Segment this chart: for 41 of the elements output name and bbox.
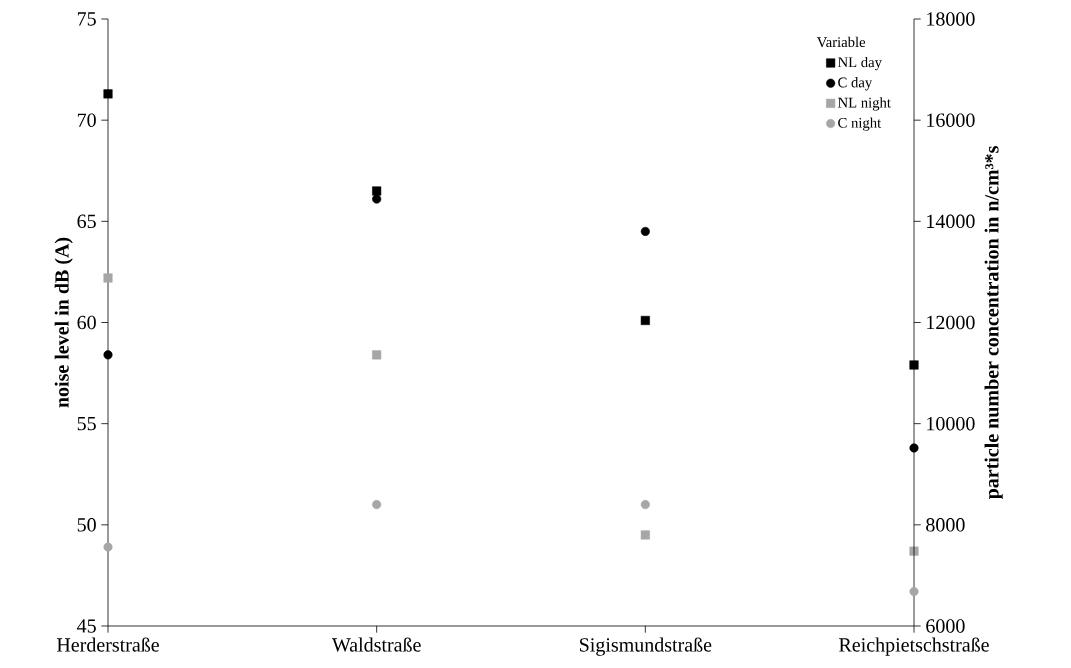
x-tick-label: Waldstraße	[331, 637, 421, 652]
point	[640, 500, 650, 510]
y-axis-title: noise level in dB (A)	[54, 237, 73, 408]
y-tick-label: 60	[77, 315, 96, 330]
point	[103, 273, 113, 283]
legend-label: C night	[838, 117, 882, 131]
y2-tick-label: 18000	[927, 12, 975, 26]
legend-label: NL night	[838, 97, 891, 111]
y-tick-label: 70	[77, 113, 96, 127]
point	[909, 546, 919, 556]
y2-tick-label: 8000	[926, 518, 965, 532]
y2-tick-label: 16000	[927, 113, 975, 127]
point	[372, 194, 382, 204]
point	[372, 186, 382, 196]
point	[909, 443, 919, 453]
legend-title: Variable	[816, 36, 866, 48]
y-tick-label: 45	[77, 619, 96, 633]
point	[640, 315, 650, 326]
y-tick-label: 75	[77, 12, 96, 26]
legend-label: C day	[838, 77, 873, 91]
y2-axis-title: particle number concentration in n/cm³*s	[984, 146, 1003, 500]
point	[372, 350, 382, 360]
point	[103, 350, 113, 360]
point	[103, 89, 113, 99]
point	[103, 542, 113, 552]
point	[909, 360, 919, 370]
y2-tick-label: 12000	[927, 315, 975, 330]
x-tick-label: Reichpietschstraße	[839, 637, 989, 656]
y-tick-label: 50	[77, 518, 96, 532]
y2-tick-label: 6000	[926, 619, 965, 633]
y2-tick-label: 14000	[927, 214, 975, 229]
point	[640, 530, 650, 540]
point	[909, 587, 919, 597]
y2-tick-label: 10000	[927, 416, 975, 431]
y-tick-label: 65	[77, 214, 96, 229]
y-tick-label: 55	[77, 417, 96, 431]
point	[372, 500, 382, 510]
point	[640, 226, 650, 236]
x-tick-label: Sigismundstraße	[580, 637, 712, 656]
legend-label: NL day	[838, 56, 882, 71]
x-tick-label: Herderstraße	[56, 637, 159, 652]
